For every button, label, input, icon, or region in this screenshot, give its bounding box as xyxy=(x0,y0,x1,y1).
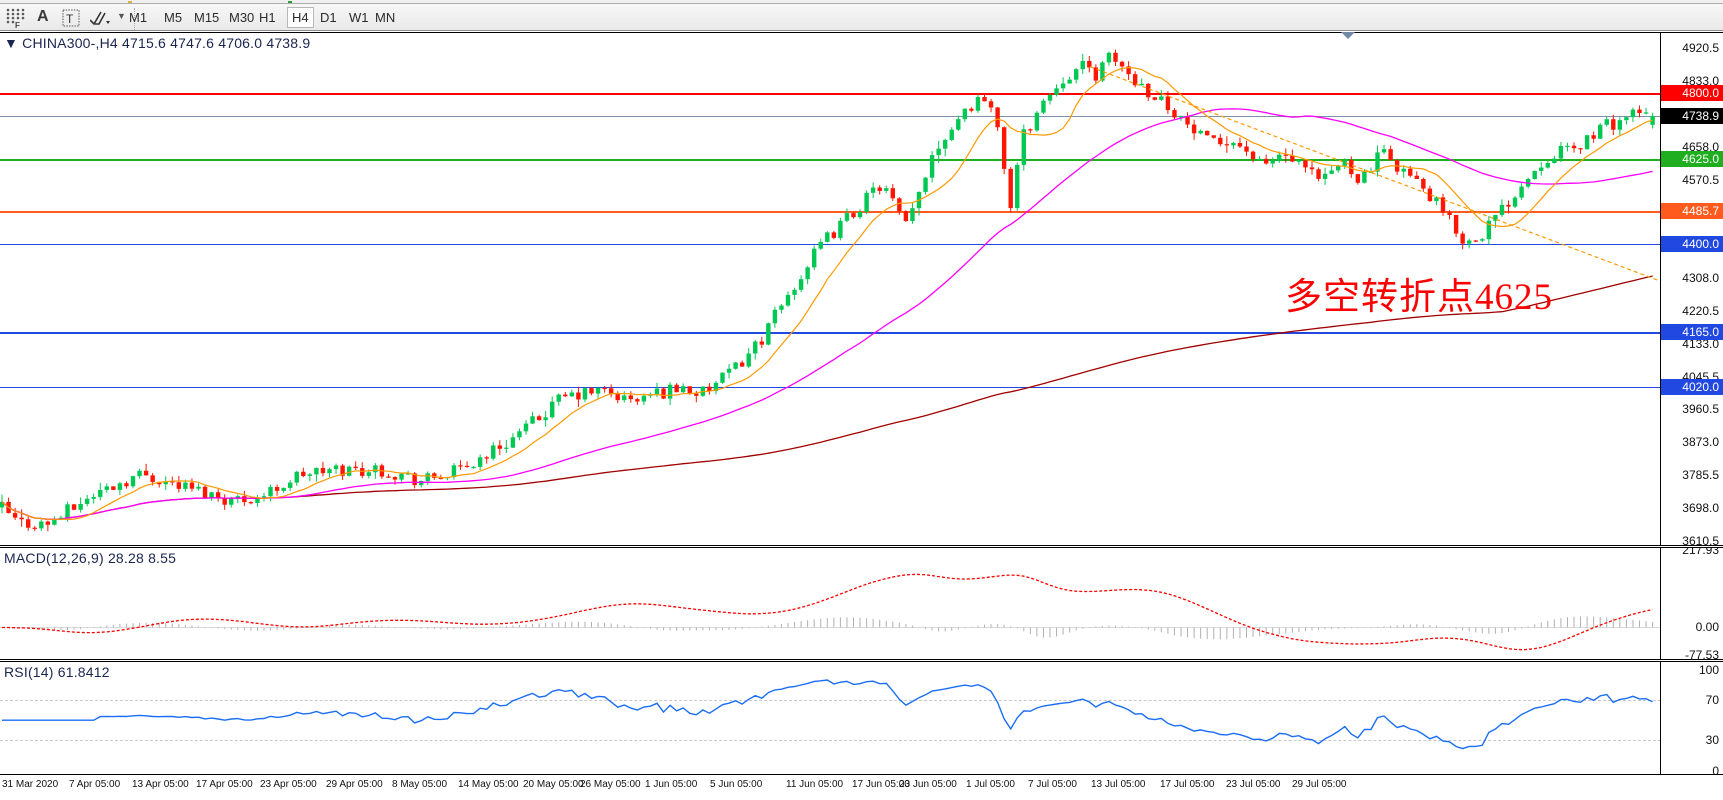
svg-text:F: F xyxy=(15,21,20,30)
svg-text:T: T xyxy=(66,12,74,26)
